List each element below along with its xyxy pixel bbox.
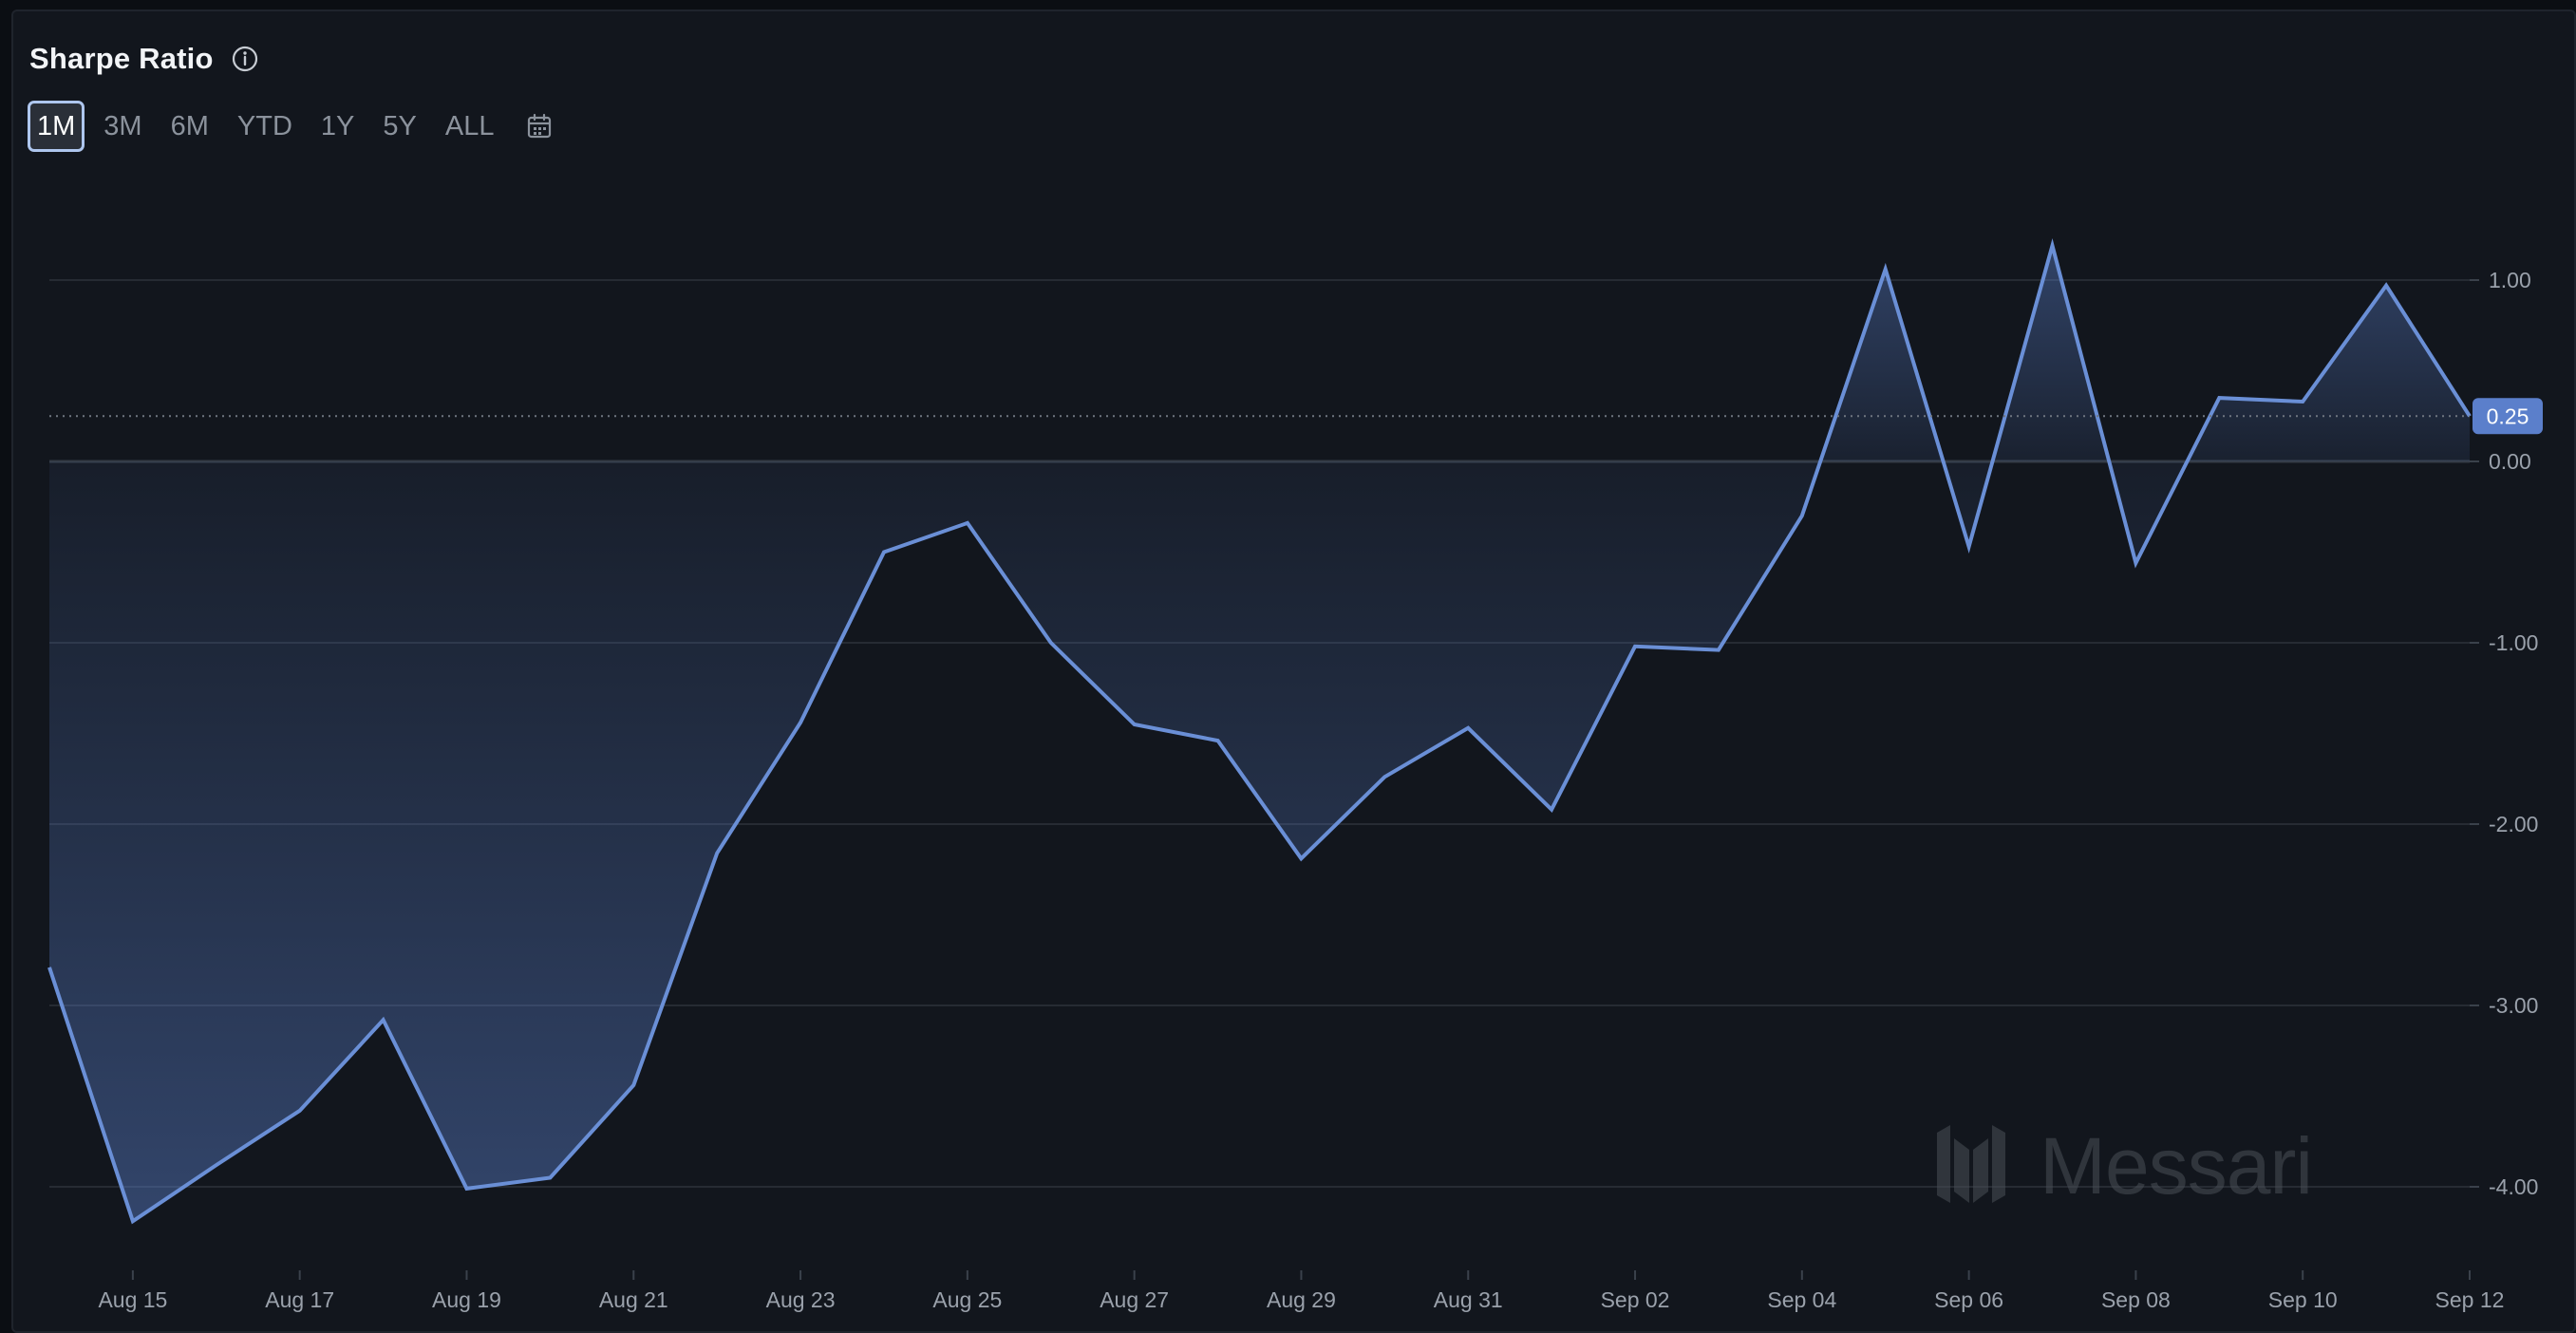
time-range-selector: 1M 3M 6M YTD 1Y 5Y ALL — [28, 101, 558, 152]
data-point[interactable] — [878, 547, 890, 558]
data-point[interactable] — [1295, 853, 1307, 864]
x-axis: Aug 15 Aug 17 Aug 19 Aug 21 Aug 23 Aug 25 Aug … — [98, 1270, 2504, 1312]
data-point[interactable] — [2130, 557, 2141, 569]
range-button-all[interactable]: ALL — [436, 101, 504, 152]
chart-header: Sharpe Ratio — [29, 42, 259, 76]
data-point[interactable] — [1129, 719, 1140, 730]
data-point[interactable] — [211, 1159, 222, 1171]
y-tick-label: -1.00 — [2489, 630, 2538, 655]
messari-logo-icon — [1937, 1125, 2019, 1208]
data-point[interactable] — [2047, 240, 2059, 252]
data-point[interactable] — [628, 1080, 639, 1091]
data-point[interactable] — [2213, 392, 2225, 404]
data-point[interactable] — [1213, 735, 1224, 746]
x-tick-label: Aug 23 — [766, 1287, 836, 1312]
current-value-badge: 0.25 — [2473, 398, 2543, 435]
range-button-5y[interactable]: 5Y — [373, 101, 425, 152]
data-point[interactable] — [544, 1173, 555, 1184]
data-point[interactable] — [1462, 723, 1474, 734]
x-tick-label: Aug 19 — [432, 1287, 501, 1312]
data-point[interactable] — [962, 517, 973, 529]
area-layer — [49, 245, 2470, 1222]
messari-watermark: Messari — [1937, 1120, 2313, 1212]
range-button-ytd[interactable]: YTD — [228, 101, 302, 152]
data-point[interactable] — [1713, 645, 1724, 656]
data-point[interactable] — [711, 848, 723, 859]
data-point[interactable] — [1964, 541, 1975, 553]
data-point[interactable] — [1546, 804, 1557, 816]
area-fill-negative — [49, 461, 2470, 1222]
range-button-1y[interactable]: 1Y — [311, 101, 364, 152]
data-point[interactable] — [1796, 510, 1808, 521]
x-tick-label: Aug 15 — [98, 1287, 167, 1312]
y-tick-label: -3.00 — [2489, 993, 2538, 1018]
x-tick-label: Sep 08 — [2101, 1287, 2171, 1312]
data-point[interactable] — [1045, 637, 1057, 648]
y-tick-label: 1.00 — [2489, 268, 2531, 292]
line-layer — [47, 238, 2472, 1225]
x-tick-label: Sep 02 — [1601, 1287, 1670, 1312]
x-tick-label: Sep 10 — [2268, 1287, 2338, 1312]
data-point[interactable] — [795, 717, 806, 728]
x-tick-label: Aug 21 — [599, 1287, 668, 1312]
chart-title: Sharpe Ratio — [29, 42, 214, 75]
range-button-1m[interactable]: 1M — [28, 101, 85, 152]
data-point[interactable] — [1629, 641, 1641, 652]
y-tick-label: -2.00 — [2489, 812, 2538, 836]
data-point[interactable] — [127, 1215, 139, 1227]
current-value-badge-bg — [2473, 398, 2543, 435]
series-line — [47, 238, 2472, 1225]
x-tick-label: Aug 29 — [1267, 1287, 1336, 1312]
range-button-3m[interactable]: 3M — [94, 101, 151, 152]
data-point[interactable] — [1880, 264, 1891, 275]
watermark-text: Messari — [2040, 1121, 2313, 1211]
data-point[interactable] — [294, 1105, 306, 1117]
y-axis: 1.00 0.00 -1.00 -2.00 -3.00 -4.00 — [2470, 268, 2538, 1199]
x-tick-label: Sep 06 — [1934, 1287, 2003, 1312]
x-tick-label: Aug 31 — [1434, 1287, 1503, 1312]
x-tick-label: Aug 25 — [932, 1287, 1002, 1312]
x-tick-label: Aug 27 — [1100, 1287, 1169, 1312]
info-circle-icon[interactable] — [231, 45, 259, 73]
data-point[interactable] — [44, 962, 55, 973]
data-point[interactable] — [2380, 280, 2392, 291]
data-point[interactable] — [2297, 396, 2308, 407]
data-point[interactable] — [378, 1014, 389, 1025]
x-tick-label: Aug 17 — [265, 1287, 334, 1312]
x-tick-label: Sep 04 — [1767, 1287, 1836, 1312]
data-point[interactable] — [1379, 771, 1390, 782]
y-tick-label: -4.00 — [2489, 1174, 2538, 1199]
data-point[interactable] — [461, 1183, 473, 1194]
area-fill-positive — [49, 245, 2470, 461]
calendar-icon[interactable] — [520, 107, 558, 145]
range-button-6m[interactable]: 6M — [161, 101, 218, 152]
x-tick-label: Sep 12 — [2435, 1287, 2505, 1312]
current-value-label: 0.25 — [2487, 404, 2529, 428]
y-tick-label: 0.00 — [2489, 449, 2531, 474]
